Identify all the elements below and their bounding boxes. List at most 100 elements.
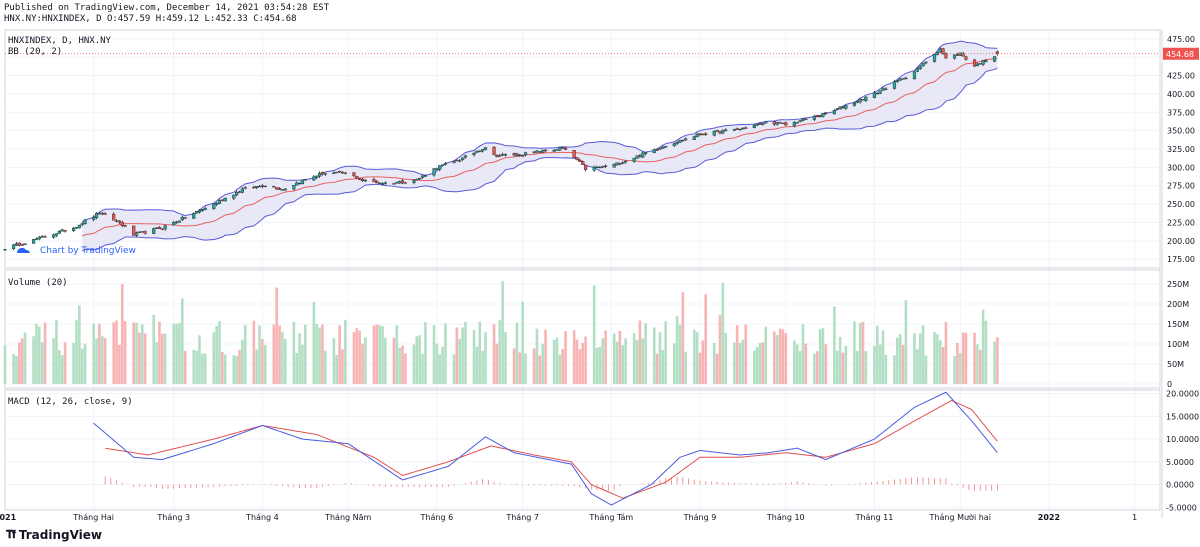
volume-bar (103, 337, 107, 384)
candle-body (320, 172, 325, 175)
volume-bar (501, 280, 504, 384)
volume-bar (778, 328, 782, 384)
candle-body (721, 130, 725, 134)
candle-body (972, 59, 977, 67)
tradingview-watermark[interactable]: Chart by TradingView (17, 246, 136, 256)
volume-bar (761, 342, 765, 384)
candle-body (715, 130, 719, 132)
volume-bar (292, 321, 296, 384)
candle-body (501, 154, 505, 156)
volume-bar (758, 342, 762, 384)
volume-bar (178, 322, 181, 384)
volume-bar (641, 338, 645, 384)
candle-body (423, 175, 428, 177)
candle-body (137, 231, 142, 233)
volume-bar (100, 336, 104, 384)
volume-bar (478, 321, 482, 384)
volume-bar (123, 321, 127, 384)
candle-body (418, 177, 422, 180)
volume-bar (692, 329, 696, 384)
candle-body (784, 122, 788, 126)
volume-bar (884, 354, 888, 384)
volume-bar (481, 350, 484, 384)
volume-bar (352, 332, 356, 384)
candle-body (875, 93, 879, 95)
volume-bar (521, 301, 524, 384)
volume-bar (98, 323, 101, 384)
candle-body (583, 164, 588, 170)
candle-body (312, 176, 316, 181)
candle-body (32, 238, 36, 244)
volume-bar (612, 333, 616, 384)
volume-bar (263, 344, 267, 384)
cloud-icon (17, 248, 30, 253)
candle-body (552, 149, 556, 152)
volume-bar (893, 355, 896, 384)
candle-body (681, 139, 685, 142)
volume-bar (404, 353, 407, 384)
volume-bar (332, 338, 336, 384)
pane-frames (4, 29, 1163, 518)
candle-body (618, 163, 622, 165)
candle-body (240, 188, 244, 193)
candle-body (197, 210, 202, 213)
candle-body (275, 187, 279, 190)
candle-body (612, 163, 616, 168)
candle-body (195, 211, 199, 214)
candle-body (841, 106, 845, 108)
tradingview-logo-icon: 𝐓𝐟 (6, 528, 16, 541)
volume-bar (695, 331, 699, 384)
x-tick-label: Tháng 9 (683, 513, 717, 522)
x-tick-label: Tháng 11 (855, 513, 894, 522)
volume-bar (195, 350, 198, 384)
price-tick-label: 325.00 (1167, 145, 1195, 154)
candle-body (272, 186, 276, 188)
candle-body (744, 127, 748, 129)
candle-body (223, 197, 227, 202)
volume-bar (181, 298, 184, 384)
volume-bar (295, 353, 299, 384)
x-tick-label: 2021 (0, 513, 17, 522)
candle-body (235, 191, 239, 196)
volume-bar (821, 328, 825, 384)
volume-bar (941, 346, 945, 384)
candle-body (498, 155, 502, 157)
volume-legend: Volume (20) (8, 278, 68, 288)
candle-body (938, 48, 942, 53)
volume-bar (163, 333, 167, 384)
candles: 454.68 (3, 47, 1199, 251)
candle-body (515, 153, 519, 156)
macd-tick-label: 15.0000 (1166, 412, 1199, 421)
volume-bar (824, 344, 828, 384)
volume-bar (924, 355, 928, 384)
volume-bar (921, 325, 925, 384)
volume-bar (795, 344, 799, 384)
candle-body (801, 118, 805, 121)
volume-bar (681, 292, 685, 384)
macd-tick-label: 20.0000 (1166, 390, 1199, 399)
candle-body (621, 162, 625, 165)
volume-bar (361, 343, 364, 384)
candle-body (323, 173, 327, 175)
volume-bar (432, 325, 436, 384)
candle-body (60, 229, 64, 232)
candle-body (80, 223, 84, 225)
volume-bar (215, 325, 218, 384)
volume-bar (715, 353, 719, 384)
volume-bar (358, 330, 361, 384)
volume-bar (35, 323, 38, 384)
macd-pane-frame (4, 389, 1161, 511)
candle-body (220, 199, 224, 201)
bb-fill (82, 41, 998, 251)
candle-body (984, 60, 988, 62)
candle-body (724, 129, 728, 132)
volume-bar (918, 333, 922, 384)
candle-body (475, 151, 479, 153)
candle-body (523, 152, 528, 156)
volume-bar (412, 344, 416, 384)
volume-bar (624, 338, 627, 384)
volume-bar (435, 343, 439, 384)
volume-bar (538, 355, 542, 384)
volume-bar (535, 328, 539, 384)
